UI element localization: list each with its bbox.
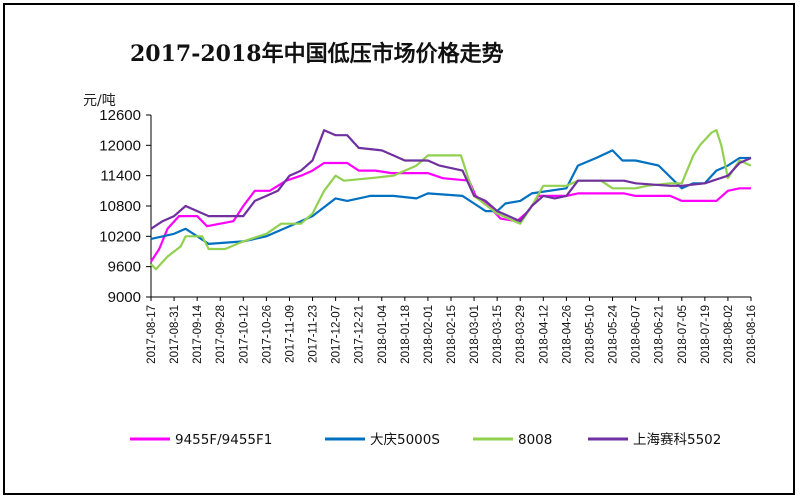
x-tick-label: 2017-11-23	[308, 305, 320, 363]
x-tick-label: 2018-03-29	[515, 305, 527, 364]
y-tick-label: 9600	[108, 259, 141, 276]
y-tick-label: 11400	[100, 168, 141, 185]
x-tick-label: 2018-03-01	[469, 305, 481, 364]
x-tick-label: 2018-05-24	[608, 304, 620, 363]
x-tick-label: 2018-08-16	[746, 305, 758, 364]
x-tick-label: 2018-02-15	[446, 305, 458, 364]
x-tick-label: 2018-04-12	[538, 305, 550, 364]
y-tick-label: 10800	[99, 198, 141, 215]
x-tick-label: 2017-09-14	[192, 304, 204, 363]
series-line-1	[150, 149, 751, 245]
chart-title: 2017-2018年中国低压市场价格走势	[130, 41, 504, 67]
x-tick-label: 2018-04-26	[561, 305, 573, 364]
x-tick-label: 2017-11-09	[284, 305, 296, 363]
x-tick-label: 2018-08-02	[723, 305, 735, 364]
y-tick-label: 10200	[99, 228, 141, 245]
x-tick-label: 2018-01-04	[377, 304, 389, 363]
x-tick-label: 2018-05-10	[584, 305, 596, 364]
x-tick-label: 2017-10-12	[238, 305, 250, 364]
legend-label-3: 上海赛科5502	[633, 432, 721, 448]
axes: 9000 9600 10200 10800 11400 12000 12600 2017-08…	[99, 107, 758, 364]
x-tick-label: 2018-03-15	[492, 305, 504, 364]
x-tick-label: 2017-09-28	[215, 305, 227, 364]
legend-label-0: 9455F/9455F1	[175, 432, 272, 448]
series-line-3	[150, 129, 752, 230]
x-tick-label: 2018-02-01	[423, 305, 435, 364]
x-tick-label: 2017-08-31	[169, 305, 181, 364]
chart: 2017-2018年中国低压市场价格走势 元/吨 9000 9600 10200 10…	[83, 41, 758, 448]
y-tick-label: 12600	[99, 107, 141, 124]
series-line-2	[150, 129, 752, 271]
legend-label-1: 大庆5000S	[370, 432, 440, 448]
y-tick-label: 9000	[108, 289, 141, 306]
x-tick-label: 2018-01-18	[400, 305, 412, 364]
x-tick-label: 2017-12-07	[331, 305, 343, 364]
y-tick-label: 12000	[99, 137, 141, 154]
x-tick-label: 2018-07-05	[677, 305, 689, 364]
chart-frame: 2017-2018年中国低压市场价格走势 元/吨 9000 9600 10200 10…	[3, 3, 795, 495]
legend-label-2: 8008	[518, 432, 552, 448]
series-line-0	[150, 161, 751, 263]
x-tick-label: 2017-08-17	[146, 305, 158, 364]
legend: 9455F/9455F1 大庆5000S 8008 上海赛科5502	[130, 432, 721, 448]
y-axis-unit-label: 元/吨	[83, 93, 116, 109]
x-tick-label: 2018-06-07	[631, 305, 643, 364]
x-tick-label: 2018-07-19	[700, 305, 712, 364]
x-tick-label: 2017-12-21	[354, 305, 366, 364]
series-layer	[150, 129, 752, 271]
x-tick-label: 2017-10-26	[261, 305, 273, 364]
x-tick-label: 2018-06-21	[654, 305, 666, 364]
